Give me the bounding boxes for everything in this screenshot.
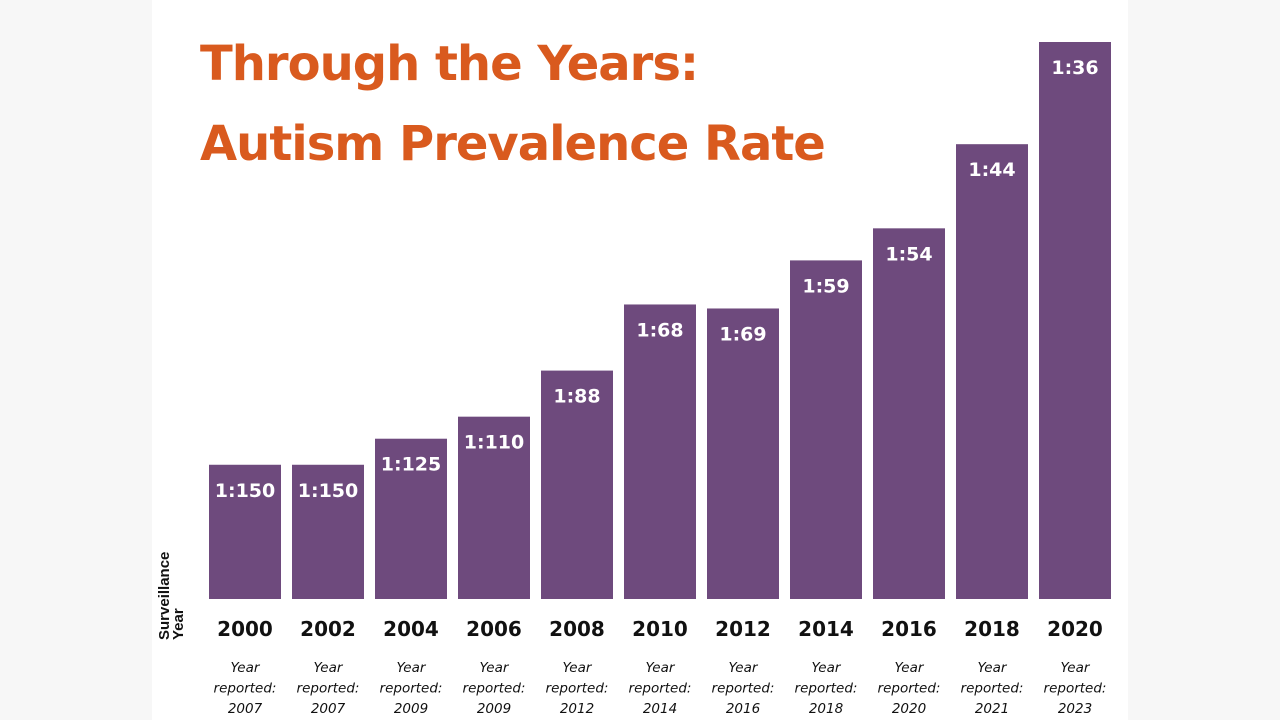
- reported-year-label-2008: Year reported: 2012: [546, 660, 609, 717]
- x-tick-label-2008: 2008: [549, 617, 605, 641]
- data-label-2002: 1:150: [298, 480, 358, 502]
- bar-2020: [1039, 42, 1111, 599]
- chart-subtitle: Autism Prevalence Rate: [200, 116, 826, 172]
- bar-2004: [375, 438, 447, 599]
- data-label-2012: 1:69: [719, 323, 766, 345]
- reported-year-label-2004: Year reported: 2009: [380, 660, 443, 717]
- data-label-2018: 1:44: [968, 159, 1015, 181]
- data-label-2000: 1:150: [215, 480, 275, 502]
- bar-2018: [956, 144, 1028, 599]
- x-tick-label-2006: 2006: [466, 617, 522, 641]
- reported-year-label-2010: Year reported: 2014: [629, 660, 692, 717]
- x-tick-label-2002: 2002: [300, 617, 356, 641]
- data-label-2010: 1:68: [636, 319, 683, 341]
- bar-2008: [541, 370, 613, 599]
- x-tick-label-2010: 2010: [632, 617, 688, 641]
- reported-year-label-2018: Year reported: 2021: [961, 660, 1024, 717]
- bar-2014: [790, 260, 862, 599]
- x-tick-label-2018: 2018: [964, 617, 1020, 641]
- reported-year-label-2020: Year reported: 2023: [1044, 660, 1107, 717]
- x-tick-label-2012: 2012: [715, 617, 771, 641]
- reported-year-label-2006: Year reported: 2009: [463, 660, 526, 717]
- reported-year-label-2002: Year reported: 2007: [297, 660, 360, 717]
- reported-year-label-2016: Year reported: 2020: [878, 660, 941, 717]
- data-label-2016: 1:54: [885, 243, 932, 265]
- reported-year-label-2012: Year reported: 2016: [712, 660, 775, 717]
- bar-2000: [209, 464, 281, 599]
- x-tick-label-2020: 2020: [1047, 617, 1103, 641]
- data-label-2008: 1:88: [553, 386, 600, 408]
- bar-2010: [624, 304, 696, 599]
- reported-year-label-2000: Year reported: 2007: [214, 660, 277, 717]
- data-label-2004: 1:125: [381, 454, 441, 476]
- bar-2006: [458, 416, 530, 599]
- x-tick-label-2000: 2000: [217, 617, 273, 641]
- data-label-2014: 1:59: [802, 275, 849, 297]
- x-tick-label-2014: 2014: [798, 617, 854, 641]
- bar-2016: [873, 228, 945, 599]
- bar-2012: [707, 308, 779, 599]
- data-label-2020: 1:36: [1051, 57, 1098, 79]
- x-tick-label-2016: 2016: [881, 617, 937, 641]
- bar-2002: [292, 464, 364, 599]
- x-tick-label-2004: 2004: [383, 617, 439, 641]
- reported-year-label-2014: Year reported: 2018: [795, 660, 858, 717]
- chart-title: Through the Years:: [200, 36, 699, 92]
- data-label-2006: 1:110: [464, 432, 524, 454]
